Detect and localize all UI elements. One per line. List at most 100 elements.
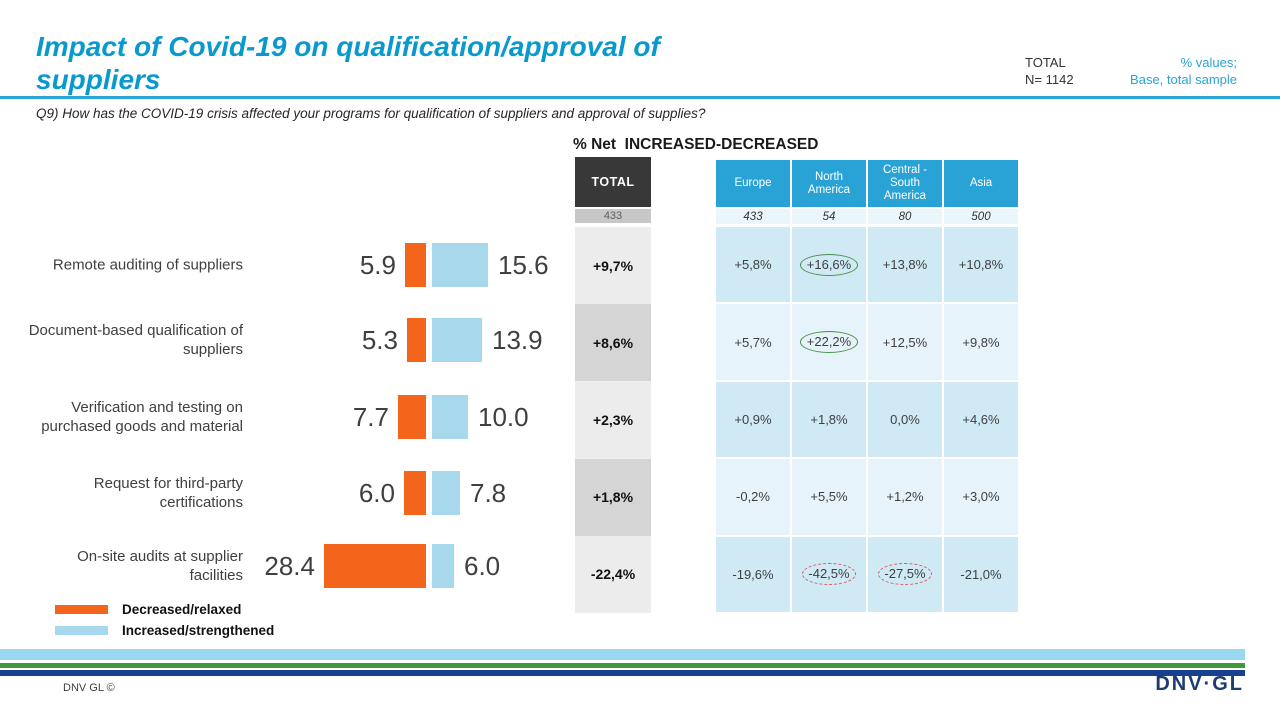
- region-table-base-row: 433 54 80 500: [716, 209, 1018, 224]
- increased-bar: [432, 395, 468, 439]
- increased-value: 13.9: [492, 324, 543, 355]
- net-cell-value: +13,8%: [882, 257, 928, 273]
- net-cell: -42,5%: [792, 536, 866, 612]
- net-cell: +22,2%: [792, 304, 866, 380]
- legend-item-increased: Increased/strengthened: [55, 620, 274, 641]
- net-cell-value: +5,8%: [734, 257, 772, 273]
- bar-category-label: Remote auditing of suppliers: [52, 256, 243, 274]
- footer-stripe-lightblue: [0, 649, 1245, 660]
- bar-category-label: Document-based qualification of supplier…: [28, 322, 243, 358]
- region-table-body: +5,8% +16,6% +13,8% +10,8% +5,7% +22,2% +12,5%…: [716, 227, 1018, 612]
- decreased-bar: [404, 471, 426, 515]
- region-column-header: Asia: [944, 160, 1018, 207]
- total-n-label: TOTAL N= 1142: [1025, 55, 1074, 87]
- bar-row: On-site audits at supplier facilities 28.…: [0, 527, 575, 605]
- net-cell-value: +9,8%: [962, 334, 1000, 350]
- net-cell-value: -21,0%: [960, 566, 1002, 582]
- total-column-body: +9,7% +8,6% +2,3% +1,8% -22,4%: [575, 227, 651, 613]
- net-cell-value-highlight-green: +16,6%: [799, 253, 859, 276]
- net-increased-decreased-header: % Net INCREASED-DECREASED: [573, 136, 819, 153]
- bar-row: Remote auditing of suppliers 5.9 15.6: [0, 226, 575, 304]
- net-cell-total: +1,8%: [575, 458, 651, 536]
- net-cell: -0,2%: [716, 459, 790, 535]
- net-cell: +9,8%: [944, 304, 1018, 380]
- net-cell: +1,8%: [792, 381, 866, 458]
- increased-value: 6.0: [464, 550, 501, 581]
- net-cell-value-highlight-green: +22,2%: [799, 331, 859, 354]
- increased-bar: [432, 318, 482, 362]
- net-cell: 0,0%: [868, 381, 942, 458]
- bar-row: Request for third-party certifications 6.…: [0, 454, 575, 532]
- diverging-bar-chart: Remote auditing of suppliers 5.9 15.6 Docum…: [0, 0, 575, 720]
- region-column-base: 433: [716, 209, 790, 224]
- net-cell-value-highlight-red: -27,5%: [878, 563, 932, 586]
- net-cell-value: +1,2%: [886, 489, 924, 505]
- increased-value: 10.0: [478, 401, 529, 432]
- net-cell: +3,0%: [944, 459, 1018, 535]
- net-cell: +1,2%: [868, 459, 942, 535]
- net-cell-value: +10,8%: [958, 257, 1004, 273]
- survey-question: Q9) How has the COVID-19 crisis affected…: [36, 106, 706, 121]
- net-cell-value: +5,5%: [810, 489, 848, 505]
- increased-value: 15.6: [498, 249, 549, 280]
- decreased-value: 28.4: [264, 550, 315, 581]
- net-cell-value: +3,0%: [962, 489, 1000, 505]
- net-cell-value: +1,8%: [810, 411, 848, 427]
- decreased-value: 5.3: [361, 324, 398, 355]
- net-cell: +5,5%: [792, 459, 866, 535]
- net-cell: +16,6%: [792, 227, 866, 303]
- net-cell: -19,6%: [716, 536, 790, 612]
- total-column-base: 433: [575, 209, 651, 223]
- net-cell-value-highlight-red: -42,5%: [802, 563, 856, 586]
- decreased-bar: [398, 395, 426, 439]
- net-cell-value: -0,2%: [736, 489, 770, 505]
- net-cell-total: -22,4%: [575, 535, 651, 613]
- bar-row: Verification and testing on purchased go…: [0, 378, 575, 456]
- total-column-header: TOTAL: [575, 157, 651, 207]
- increased-swatch: [55, 626, 108, 635]
- net-cell-value: 0,0%: [890, 411, 920, 427]
- net-cell-value: +4,6%: [962, 411, 1000, 427]
- decreased-bar: [407, 318, 426, 362]
- net-cell-value: -19,6%: [732, 566, 774, 582]
- net-cell: +12,5%: [868, 304, 942, 380]
- copyright-text: DNV GL ©: [63, 682, 115, 694]
- decreased-bar: [405, 243, 426, 287]
- net-cell-total: +8,6%: [575, 304, 651, 382]
- bar-category-label: Verification and testing on purchased go…: [41, 399, 243, 435]
- increased-value: 7.8: [470, 477, 507, 508]
- bar-category-label: On-site audits at supplier facilities: [77, 548, 243, 584]
- dnv-gl-logo: DNV·GL: [1155, 673, 1244, 695]
- base-note: % values; Base, total sample: [1130, 55, 1237, 87]
- region-column-base: 54: [792, 209, 866, 224]
- legend-label: Increased/strengthened: [122, 623, 275, 638]
- net-cell: +13,8%: [868, 227, 942, 303]
- net-cell-total: +9,7%: [575, 227, 651, 305]
- bar-category-label: Request for third-party certifications: [93, 475, 243, 511]
- net-cell: +0,9%: [716, 381, 790, 458]
- net-cell: -27,5%: [868, 536, 942, 612]
- net-cell-total: +2,3%: [575, 381, 651, 459]
- net-cell: +5,8%: [716, 227, 790, 303]
- increased-bar: [432, 243, 488, 287]
- chart-legend: Decreased/relaxed Increased/strengthened: [55, 599, 274, 641]
- net-cell: +4,6%: [944, 381, 1018, 458]
- legend-item-decreased: Decreased/relaxed: [55, 599, 274, 620]
- region-column-header: North America: [792, 160, 866, 207]
- net-cell-value: +5,7%: [734, 334, 772, 350]
- page-title: Impact of Covid-19 on qualification/appr…: [36, 31, 660, 95]
- bar-row: Document-based qualification of supplier…: [0, 301, 575, 379]
- decreased-value: 5.9: [359, 249, 396, 280]
- net-cell: -21,0%: [944, 536, 1018, 612]
- decreased-value: 6.0: [358, 477, 395, 508]
- region-column-header: Europe: [716, 160, 790, 207]
- footer-stripe-navy: [0, 670, 1245, 676]
- footer-stripe-green: [0, 663, 1245, 668]
- region-column-base: 80: [868, 209, 942, 224]
- increased-bar: [432, 471, 460, 515]
- decreased-bar: [324, 544, 426, 588]
- region-table-header-row: Europe North America Central - South Ameri…: [716, 160, 1018, 207]
- net-cell: +5,7%: [716, 304, 790, 380]
- decreased-swatch: [55, 605, 108, 614]
